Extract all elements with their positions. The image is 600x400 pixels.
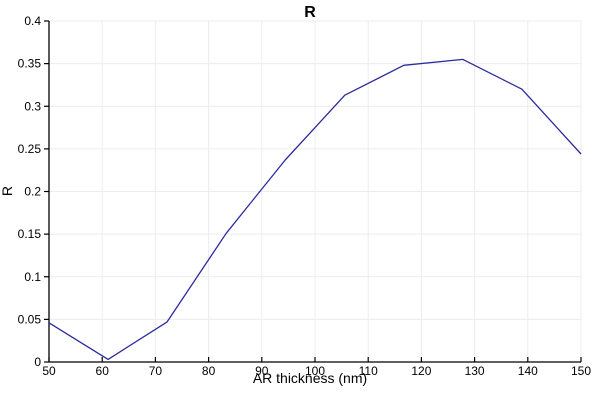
grid-layer — [49, 20, 582, 362]
x-tick-label: 120 — [411, 364, 431, 378]
x-tick-label: 80 — [202, 364, 216, 378]
data-line — [48, 58, 582, 361]
y-tick-label: 0.1 — [24, 270, 41, 284]
y-tick-label: 0.35 — [18, 57, 42, 71]
y-tick-label: 0.25 — [18, 142, 42, 156]
x-tick-label: 60 — [96, 364, 110, 378]
y-tick-label: 0.2 — [24, 185, 41, 199]
series-layer — [48, 58, 582, 361]
y-tick-label: 0 — [34, 355, 41, 369]
y-tick-label: 0.15 — [18, 227, 42, 241]
x-tick-label: 70 — [149, 364, 163, 378]
x-tick-label: 110 — [359, 364, 378, 378]
axis-layer: 50 60 70 80 90 100 110 120 130 140 150 0 0.05 0.1 0.15… — [18, 14, 592, 378]
y-axis-title: R — [0, 186, 15, 196]
x-tick-label: 130 — [465, 364, 485, 378]
x-tick-label: 140 — [518, 364, 538, 378]
y-tick-label: 0.3 — [24, 99, 41, 113]
x-tick-label: 100 — [305, 364, 325, 378]
x-tick-label: 50 — [42, 364, 56, 378]
y-tick-label: 0.4 — [24, 14, 41, 28]
x-axis-title: AR thickness (nm) — [253, 370, 367, 386]
x-tick-label: 90 — [255, 364, 269, 378]
y-tick-label: 0.05 — [18, 312, 42, 326]
x-tick-label: 150 — [571, 364, 591, 378]
chart-title: R — [304, 4, 316, 21]
